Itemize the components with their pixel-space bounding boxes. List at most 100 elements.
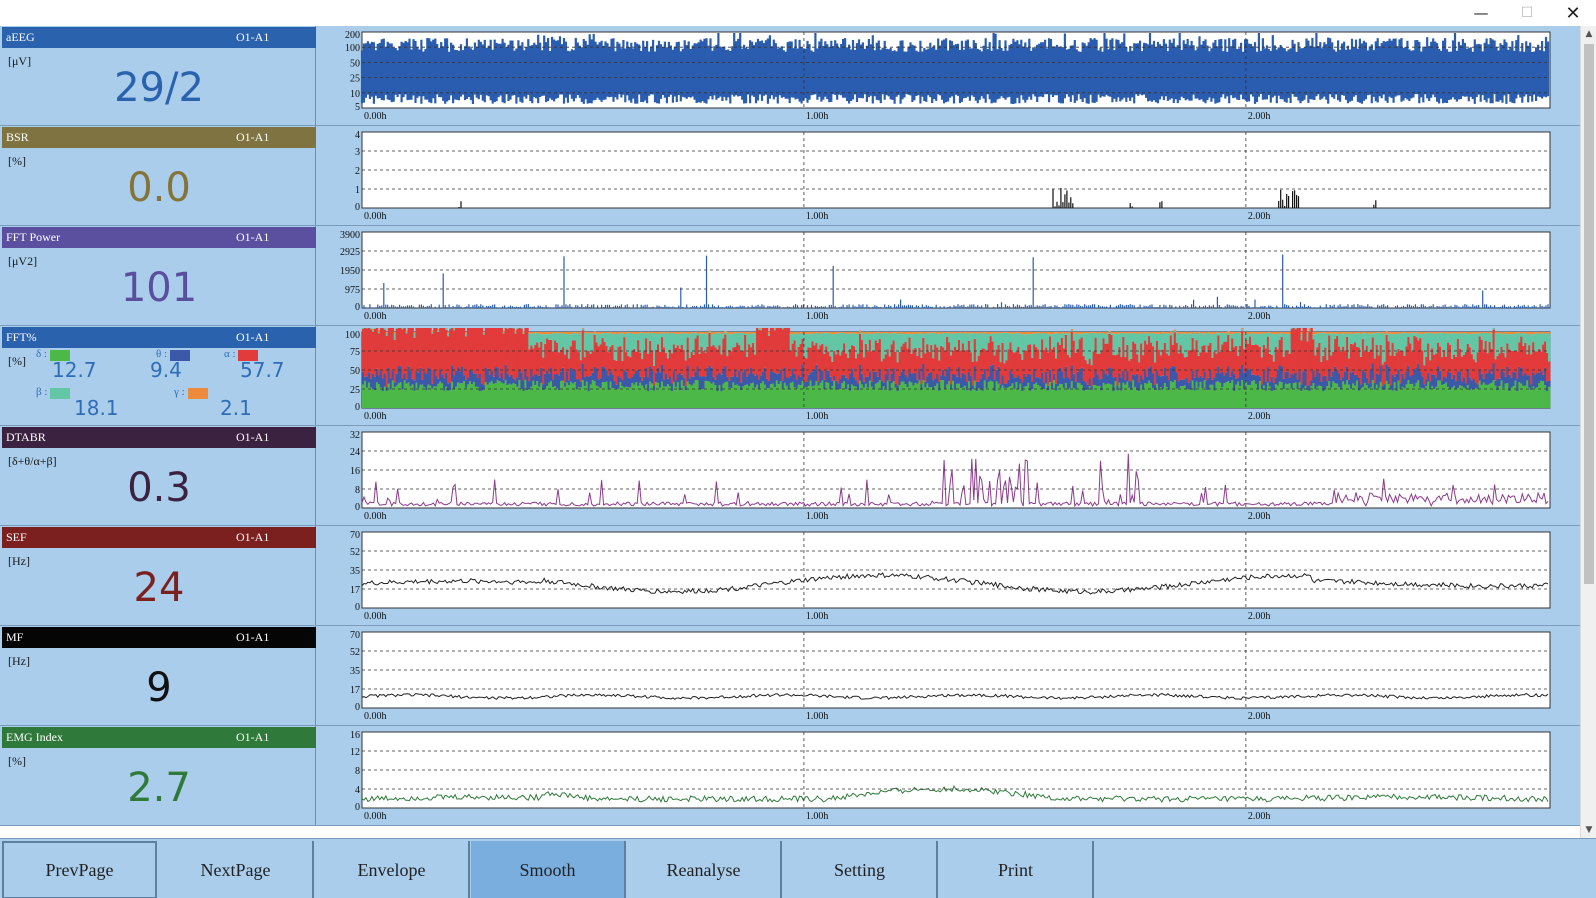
y-tick-label: 35	[350, 566, 360, 577]
y-tick-label: 25	[350, 385, 360, 396]
panel-info[interactable]: MF O1-A1 [Hz] 9	[2, 626, 316, 725]
y-tick-label: 24	[350, 447, 360, 458]
trend-trace	[458, 188, 1377, 208]
y-tick-label: 3900	[340, 230, 360, 241]
panel-info[interactable]: aEEG O1-A1 [μV] 29/2	[2, 26, 316, 125]
trend-plot-svg: 32 24 16 8 0 0.00h 1.00h 2.00h	[350, 430, 1551, 522]
scroll-thumb[interactable]	[1584, 44, 1594, 584]
unit-label: [μV2]	[8, 254, 38, 268]
panel-aeeg: aEEG O1-A1 [μV] 29/2 200 100 50 25 10 5 0.00h 1.00h…	[0, 26, 1580, 126]
time-axis-label: 2.00h	[1248, 211, 1271, 222]
channel-label: O1-A1	[236, 130, 270, 144]
nextpage-button[interactable]: NextPage	[159, 841, 314, 898]
unit-label: [Hz]	[8, 554, 30, 568]
panel-sef: SEF O1-A1 [Hz] 24 70 52 35 17 0 0.00h 1.00h 2.00h	[0, 526, 1580, 626]
trend-chart[interactable]: 32 24 16 8 0 0.00h 1.00h 2.00h	[318, 428, 1580, 524]
unit-label: [μV]	[8, 54, 32, 68]
envelope-button[interactable]: Envelope	[315, 841, 470, 898]
y-tick-label: 75	[350, 347, 360, 358]
y-tick-label: 100	[345, 43, 360, 54]
band-percentage: 9.4	[150, 358, 182, 382]
panel-header: DTABR O1-A1	[2, 427, 316, 448]
trend-chart[interactable]: 100 75 50 25 0 0.00h 1.00h 2.00h	[318, 328, 1580, 424]
band-percentage: 12.7	[52, 358, 97, 382]
time-axis-label: 1.00h	[806, 211, 829, 222]
scroll-up-arrow-icon[interactable]: ▲	[1585, 29, 1593, 39]
y-tick-label: 2	[355, 166, 360, 177]
y-tick-label: 100	[345, 330, 360, 341]
channel-label: O1-A1	[236, 630, 270, 644]
current-value: 29/2	[114, 65, 204, 111]
trend-trace	[361, 692, 1549, 701]
panel-info[interactable]: SEF O1-A1 [Hz] 24	[2, 526, 316, 625]
time-axis-label: 1.00h	[806, 711, 829, 722]
band-symbol: δ :	[36, 348, 47, 360]
trend-trace	[360, 33, 1550, 104]
unit-label: [δ+θ/α+β]	[8, 454, 57, 468]
unit-label: [%]	[8, 754, 26, 768]
panel-info[interactable]: BSR O1-A1 [%] 0.0	[2, 126, 316, 225]
y-tick-label: 70	[350, 630, 360, 641]
close-button[interactable]: ✕	[1565, 2, 1581, 24]
time-axis-label: 0.00h	[364, 711, 387, 722]
trend-chart[interactable]: 200 100 50 25 10 5 0.00h 1.00h 2.00h	[318, 28, 1580, 124]
y-tick-label: 16	[350, 730, 360, 741]
vertical-scrollbar[interactable]: ▲ ▼	[1580, 26, 1596, 838]
time-axis-label: 0.00h	[364, 411, 387, 422]
trend-trace	[362, 328, 1551, 408]
panel-header: aEEG O1-A1	[2, 27, 316, 48]
trend-plot-svg: 70 52 35 17 0 0.00h 1.00h 2.00h	[350, 530, 1551, 622]
current-value: 101	[120, 265, 198, 311]
trend-chart[interactable]: 3900 2925 1950 975 0 0.00h 1.00h 2.00h	[318, 228, 1580, 324]
time-axis-label: 0.00h	[364, 811, 387, 822]
prevpage-button[interactable]: PrevPage	[2, 841, 157, 898]
time-axis-label: 2.00h	[1248, 311, 1271, 322]
panel-mf: MF O1-A1 [Hz] 9 70 52 35 17 0 0.00h 1.00h 2.00h	[0, 626, 1580, 726]
y-tick-label: 1950	[340, 266, 360, 277]
time-axis-label: 0.00h	[364, 611, 387, 622]
band-percentage: 2.1	[220, 396, 252, 420]
trend-chart[interactable]: 70 52 35 17 0 0.00h 1.00h 2.00h	[318, 528, 1580, 624]
y-tick-label: 2925	[340, 247, 360, 258]
maximize-button[interactable]: ☐	[1520, 5, 1534, 21]
time-axis-label: 2.00h	[1248, 811, 1271, 822]
reanalyse-button[interactable]: Reanalyse	[627, 841, 782, 898]
trend-chart[interactable]: 4 3 2 1 0 0.00h 1.00h 2.00h	[318, 128, 1580, 224]
scroll-down-arrow-icon[interactable]: ▼	[1585, 825, 1593, 835]
band-color-swatch	[50, 388, 70, 399]
band-color-swatch	[238, 350, 258, 361]
channel-label: O1-A1	[236, 30, 270, 44]
y-tick-label: 16	[350, 466, 360, 477]
trend-trace	[361, 784, 1549, 804]
y-tick-label: 25	[350, 74, 360, 85]
minimize-button[interactable]: —	[1473, 4, 1489, 22]
print-button[interactable]: Print	[939, 841, 1094, 898]
time-axis-label: 0.00h	[364, 311, 387, 322]
parameter-name: EMG Index	[6, 730, 63, 744]
y-tick-label: 50	[350, 366, 360, 377]
setting-button[interactable]: Setting	[783, 841, 938, 898]
trend-chart[interactable]: 70 52 35 17 0 0.00h 1.00h 2.00h	[318, 628, 1580, 724]
time-axis-label: 0.00h	[364, 111, 387, 122]
panel-info[interactable]: FFT% O1-A1 [%] δ : 12.7 θ :9.4 α : 57.7 β : 18.1 γ…	[2, 326, 316, 425]
panel-info[interactable]: EMG Index O1-A1 [%] 2.7	[2, 726, 316, 825]
y-tick-label: 0	[355, 202, 360, 213]
panel-emg-index: EMG Index O1-A1 [%] 2.7 16 12 8 4 0 0.00h 1.00h 2.0…	[0, 726, 1580, 826]
current-value: 0.0	[127, 165, 191, 211]
panel-header: BSR O1-A1	[2, 127, 316, 148]
panel-info[interactable]: FFT Power O1-A1 [μV2] 101	[2, 226, 316, 325]
y-tick-label: 3	[355, 147, 360, 158]
trend-chart[interactable]: 16 12 8 4 0 0.00h 1.00h 2.00h	[318, 728, 1580, 824]
band-color-swatch	[188, 388, 208, 399]
trend-plot-svg: 70 52 35 17 0 0.00h 1.00h 2.00h	[350, 630, 1551, 722]
current-value: 9	[146, 665, 172, 711]
y-tick-label: 4	[355, 130, 360, 141]
panel-info[interactable]: DTABR O1-A1 [δ+θ/α+β] 0.3	[2, 426, 316, 525]
current-value: 0.3	[127, 465, 191, 511]
time-axis-label: 1.00h	[806, 811, 829, 822]
band-percentage: 18.1	[74, 396, 119, 420]
smooth-button[interactable]: Smooth	[471, 841, 626, 898]
band-color-swatch	[50, 350, 70, 361]
band-symbol: β :	[36, 386, 48, 398]
time-axis-label: 1.00h	[806, 611, 829, 622]
